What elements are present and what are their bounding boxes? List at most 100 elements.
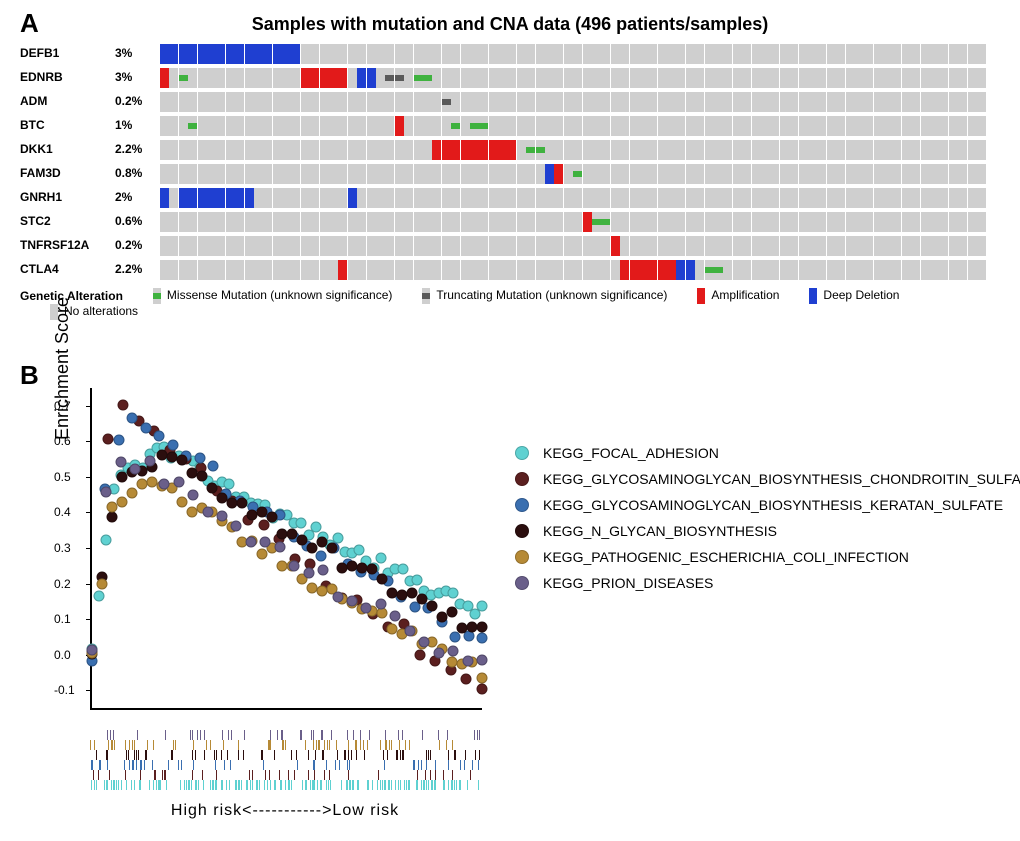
barcode-tick <box>477 730 478 740</box>
barcode-tick <box>475 750 476 760</box>
enrichment-point <box>208 461 219 472</box>
sample-cell <box>592 116 601 136</box>
enrichment-point <box>144 455 155 466</box>
sample-cell <box>357 44 366 64</box>
sample-cell <box>263 116 272 136</box>
sample-cell <box>498 260 507 280</box>
sample-cell <box>282 164 291 184</box>
barcode-tick <box>314 780 315 790</box>
sample-cell <box>723 68 732 88</box>
sample-cell <box>592 212 601 232</box>
barcode-tick <box>186 780 187 790</box>
sample-cell <box>676 140 685 160</box>
sample-cell <box>601 92 610 112</box>
sample-cell <box>282 68 291 88</box>
sample-cell <box>507 260 516 280</box>
sample-cell <box>799 116 808 136</box>
barcode-tick <box>337 750 338 760</box>
enrichment-point <box>130 463 141 474</box>
sample-cell <box>770 236 779 256</box>
sample-cell <box>902 212 911 232</box>
barcode-tick <box>134 740 135 750</box>
sample-cell <box>611 140 620 160</box>
sample-cell <box>395 260 404 280</box>
sample-cell <box>273 212 282 232</box>
sample-cell <box>338 188 347 208</box>
barcode-tick <box>422 730 423 740</box>
sample-cell <box>808 44 817 64</box>
sample-cell <box>329 260 338 280</box>
barcode-tick <box>280 780 281 790</box>
sample-cell <box>892 140 901 160</box>
sample-cell <box>573 236 582 256</box>
enrichment-point <box>177 455 188 466</box>
sample-cell <box>273 92 282 112</box>
enrichment-point <box>397 563 408 574</box>
sample-cell <box>188 68 197 88</box>
gene-track: EDNRB3% <box>20 68 1000 88</box>
sample-cell <box>714 236 723 256</box>
sample-cell <box>385 260 394 280</box>
sample-cell <box>198 140 207 160</box>
sample-cell <box>855 92 864 112</box>
sample-cell <box>329 92 338 112</box>
barcode-tick <box>329 770 330 780</box>
barcode-tick <box>162 770 163 780</box>
barcode-tick <box>195 750 196 760</box>
sample-cell <box>282 236 291 256</box>
legend-marker-icon <box>515 472 529 486</box>
enrichment-point <box>419 637 430 648</box>
barcode-tick <box>192 770 193 780</box>
sample-cell <box>179 116 188 136</box>
sample-cell <box>282 188 291 208</box>
sample-cell <box>245 188 254 208</box>
sample-cell <box>320 188 329 208</box>
sample-cell <box>836 92 845 112</box>
sample-cell <box>705 164 714 184</box>
sample-cell <box>846 164 855 184</box>
sample-cell <box>827 164 836 184</box>
sample-cell <box>686 140 695 160</box>
gene-track: BTC1% <box>20 116 1000 136</box>
sample-cell <box>198 164 207 184</box>
sample-cell <box>395 68 404 88</box>
enrichment-point <box>448 645 459 656</box>
sample-cell <box>432 260 441 280</box>
sample-cell <box>883 212 892 232</box>
sample-cell <box>939 212 948 232</box>
sample-cell <box>470 236 479 256</box>
barcode-tick <box>331 730 332 740</box>
sample-cell <box>310 44 319 64</box>
sample-cell <box>423 188 432 208</box>
sample-cell <box>442 164 451 184</box>
sample-cell <box>808 116 817 136</box>
enrichment-y-axis-label: Enrichment Score <box>52 297 73 440</box>
sample-cell <box>620 140 629 160</box>
gene-strip <box>160 164 990 184</box>
sample-cell <box>977 92 986 112</box>
sample-cell <box>902 188 911 208</box>
gene-pct: 1% <box>115 118 132 132</box>
sample-cell <box>198 116 207 136</box>
legend-row: KEGG_PRION_DISEASES <box>515 570 1020 596</box>
sample-cell <box>902 164 911 184</box>
enrichment-point <box>194 452 205 463</box>
sample-cell <box>526 68 535 88</box>
sample-cell <box>526 140 535 160</box>
gsea-barcode <box>90 730 480 790</box>
sample-cell <box>470 164 479 184</box>
sample-cell <box>648 236 657 256</box>
sample-cell <box>226 212 235 232</box>
sample-cell <box>310 68 319 88</box>
barcode-tick <box>259 780 260 790</box>
sample-cell <box>564 116 573 136</box>
sample-cell <box>630 164 639 184</box>
sample-cell <box>705 44 714 64</box>
sample-cell <box>235 188 244 208</box>
legend-swatch <box>422 288 430 304</box>
sample-cell <box>479 140 488 160</box>
sample-cell <box>188 92 197 112</box>
barcode-tick <box>315 750 316 760</box>
barcode-tick <box>230 760 231 770</box>
sample-cell <box>507 188 516 208</box>
